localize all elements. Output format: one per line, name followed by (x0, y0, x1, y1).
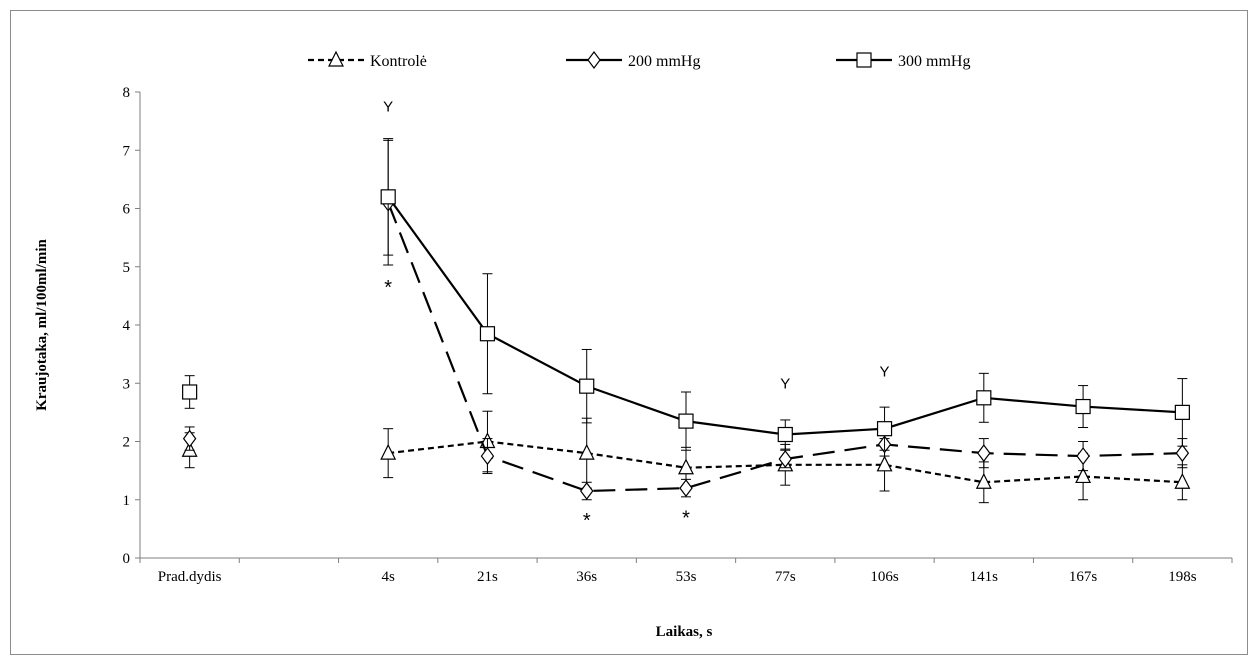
x-tick-label: 4s (382, 569, 396, 585)
y-axis: 0 1 2 3 4 5 6 7 8 (123, 85, 141, 567)
data-point (182, 429, 197, 448)
legend-label: 300 mmHg (898, 53, 970, 70)
data-point (1075, 467, 1092, 484)
data-point (1175, 444, 1190, 463)
legend-marker (587, 51, 601, 69)
data-point (1174, 404, 1190, 420)
annotation-label: * (384, 277, 392, 299)
data-point (778, 449, 793, 468)
data-point (480, 447, 495, 466)
annotations: Y * * * Y Y (383, 99, 889, 533)
data-point (579, 378, 595, 394)
data-point (678, 413, 694, 429)
data-point (578, 443, 595, 460)
series-line (388, 440, 1183, 484)
data-point (479, 326, 496, 342)
x-tick-label: Prad.dydis (158, 569, 222, 585)
data-point (1076, 447, 1090, 466)
data-point (678, 458, 694, 475)
data-point (876, 421, 893, 437)
annotation-label: Y (780, 375, 790, 392)
data-point (777, 426, 793, 443)
x-tick-label: 53s (676, 569, 697, 585)
data-point (380, 189, 396, 205)
series-group (181, 138, 1191, 504)
series-300-mmhg (182, 138, 1190, 451)
legend-marker (328, 50, 344, 67)
x-tick-label: 167s (1069, 569, 1098, 585)
y-tick-label: 1 (123, 493, 131, 509)
x-tick-label: 198s (1168, 569, 1197, 585)
x-tick-label: 21s (477, 569, 498, 585)
data-point (975, 472, 992, 489)
series-line (387, 196, 1183, 436)
data-point (1075, 398, 1091, 415)
legend: Kontrolė 200 mmHg 300 mmHg (308, 50, 970, 70)
legend-label: 200 mmHg (628, 53, 700, 70)
y-tick-label: 4 (123, 318, 131, 334)
x-axis-label: Laikas, s (656, 624, 713, 640)
data-point (1174, 472, 1191, 489)
y-tick-label: 3 (123, 376, 131, 392)
legend-marker (856, 52, 872, 68)
x-tick-label: 36s (576, 569, 597, 585)
legend-item: 300 mmHg (836, 52, 970, 70)
annotation-label: Y (880, 364, 890, 381)
data-point (679, 479, 693, 498)
y-tick-label: 7 (123, 143, 131, 159)
annotation-label: * (583, 510, 591, 532)
annotation-label: Y (383, 99, 393, 116)
y-tick-label: 6 (123, 202, 131, 218)
x-tick-label: 141s (970, 569, 999, 585)
data-point (380, 443, 397, 460)
data-point (876, 455, 893, 472)
y-tick-label: 2 (123, 435, 131, 451)
data-point (977, 444, 991, 463)
y-tick-label: 5 (123, 260, 131, 276)
legend-item: 200 mmHg (566, 51, 700, 70)
legend-item: Kontrolė (308, 50, 427, 70)
data-point (182, 384, 198, 400)
annotation-label: * (682, 507, 690, 529)
y-tick-label: 0 (123, 551, 131, 567)
x-axis: Prad.dydis 4s 21s 36s 53s 77s 106s 141s 167s 198s (139, 557, 1233, 585)
data-point (579, 482, 594, 501)
y-tick-label: 8 (123, 85, 131, 101)
legend-label: Kontrolė (370, 53, 427, 70)
chart-frame (10, 10, 1248, 655)
data-point (976, 390, 992, 406)
x-tick-label: 106s (870, 569, 899, 585)
x-tick-label: 77s (775, 569, 796, 585)
y-axis-label: Kraujotaka, ml/100ml/min (34, 239, 50, 411)
